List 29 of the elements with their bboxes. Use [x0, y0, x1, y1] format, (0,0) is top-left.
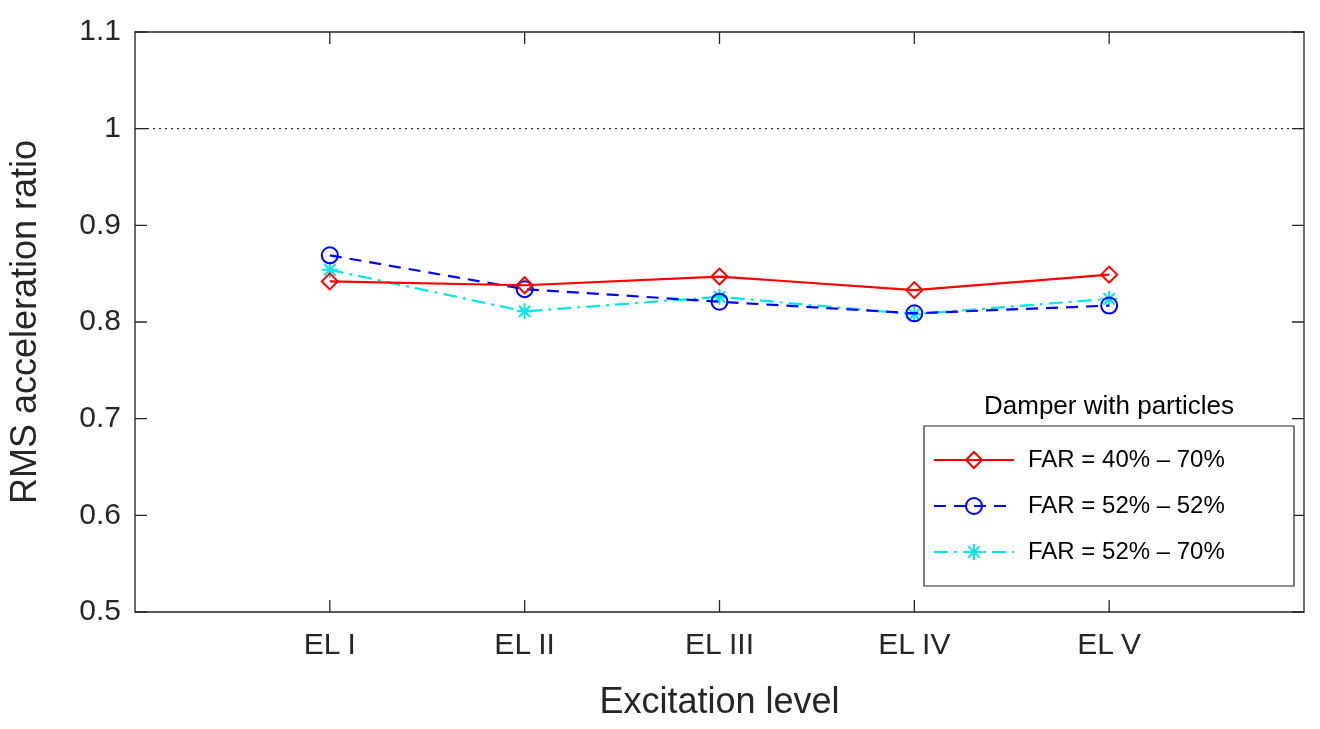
point — [905, 281, 924, 300]
legend-title: Damper with particles — [984, 390, 1234, 421]
y-tick-label: 1.1 — [79, 13, 121, 47]
y-tick-label: 0.6 — [79, 496, 121, 530]
y-tick-label: 1 — [104, 109, 121, 143]
y-tick-label: 0.7 — [79, 399, 121, 433]
point — [710, 267, 729, 286]
point — [1100, 289, 1119, 308]
legend-label: FAR = 52% – 52% — [1028, 490, 1225, 518]
x-tick-label: EL IV — [878, 627, 951, 661]
y-axis-title: RMS acceleration ratio — [2, 139, 44, 505]
point — [515, 276, 534, 295]
x-axis-title: Excitation level — [599, 680, 840, 722]
point — [320, 246, 339, 265]
x-tick-label: EL II — [494, 627, 555, 661]
y-tick-label: 0.5 — [79, 593, 121, 627]
point — [515, 280, 534, 299]
point — [515, 302, 534, 321]
point — [710, 292, 729, 311]
legend-label: FAR = 52% – 70% — [1028, 536, 1225, 564]
x-tick-label: EL I — [303, 627, 356, 661]
y-tick-label: 0.8 — [79, 303, 121, 337]
point — [1100, 265, 1119, 284]
x-tick-label: EL III — [685, 627, 754, 661]
x-tick-label: EL V — [1077, 627, 1142, 661]
point — [320, 272, 339, 291]
point — [1100, 296, 1119, 315]
legend-label: FAR = 40% – 70% — [1028, 444, 1225, 472]
y-tick-label: 0.9 — [79, 206, 121, 240]
